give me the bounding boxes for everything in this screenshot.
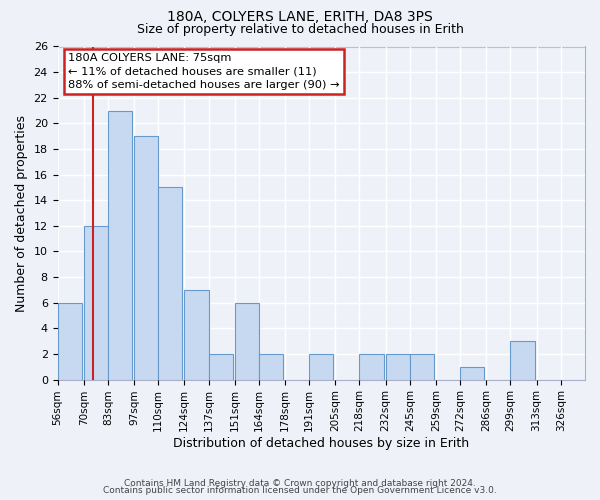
Bar <box>134 136 158 380</box>
Text: Size of property relative to detached houses in Erith: Size of property relative to detached ho… <box>137 22 463 36</box>
Bar <box>460 367 484 380</box>
Bar <box>259 354 283 380</box>
Text: 180A COLYERS LANE: 75sqm
← 11% of detached houses are smaller (11)
88% of semi-d: 180A COLYERS LANE: 75sqm ← 11% of detach… <box>68 53 340 90</box>
Bar <box>309 354 334 380</box>
Bar <box>209 354 233 380</box>
Y-axis label: Number of detached properties: Number of detached properties <box>15 114 28 312</box>
Bar <box>410 354 434 380</box>
Bar <box>235 302 259 380</box>
Bar <box>108 110 132 380</box>
Bar <box>184 290 209 380</box>
Bar <box>83 226 108 380</box>
X-axis label: Distribution of detached houses by size in Erith: Distribution of detached houses by size … <box>173 437 469 450</box>
Bar <box>511 341 535 380</box>
Text: Contains public sector information licensed under the Open Government Licence v3: Contains public sector information licen… <box>103 486 497 495</box>
Text: 180A, COLYERS LANE, ERITH, DA8 3PS: 180A, COLYERS LANE, ERITH, DA8 3PS <box>167 10 433 24</box>
Bar <box>386 354 410 380</box>
Bar <box>359 354 384 380</box>
Bar <box>158 188 182 380</box>
Bar <box>58 302 82 380</box>
Text: Contains HM Land Registry data © Crown copyright and database right 2024.: Contains HM Land Registry data © Crown c… <box>124 478 476 488</box>
